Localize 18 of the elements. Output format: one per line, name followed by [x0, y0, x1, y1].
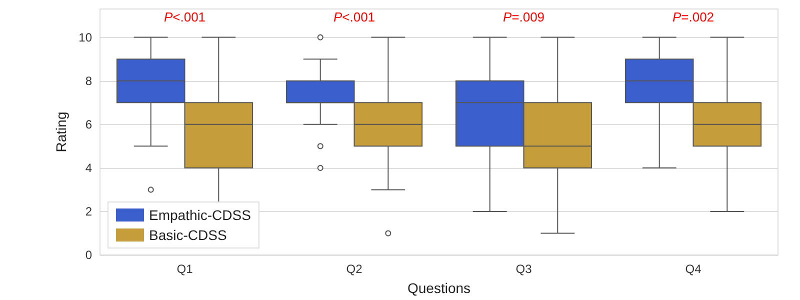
annotation: P=.002	[672, 10, 714, 24]
x-tick-label: Q2	[346, 262, 363, 276]
y-tick-label: 0	[85, 248, 92, 262]
annotation: P=.009	[502, 10, 545, 24]
annotation: P<.001	[164, 10, 206, 24]
x-tick-label: Q3	[516, 262, 532, 276]
x-tick-label: Q1	[176, 262, 194, 276]
y-tick-label: 2	[85, 204, 92, 218]
y-tick-label: 8	[85, 74, 92, 88]
x-axis-title: Questions	[407, 280, 471, 296]
annotation: P<.001	[333, 10, 376, 24]
y-tick-label: 6	[85, 117, 92, 132]
legend-label: Basic-CDSS	[149, 227, 227, 243]
y-tick-label: 4	[85, 160, 92, 175]
y-axis-title: Rating	[52, 112, 69, 152]
y-tick-label: 10	[78, 30, 92, 44]
x-tick-label: Q4	[685, 262, 702, 276]
legend-label: Empathic-CDSS	[149, 207, 251, 223]
